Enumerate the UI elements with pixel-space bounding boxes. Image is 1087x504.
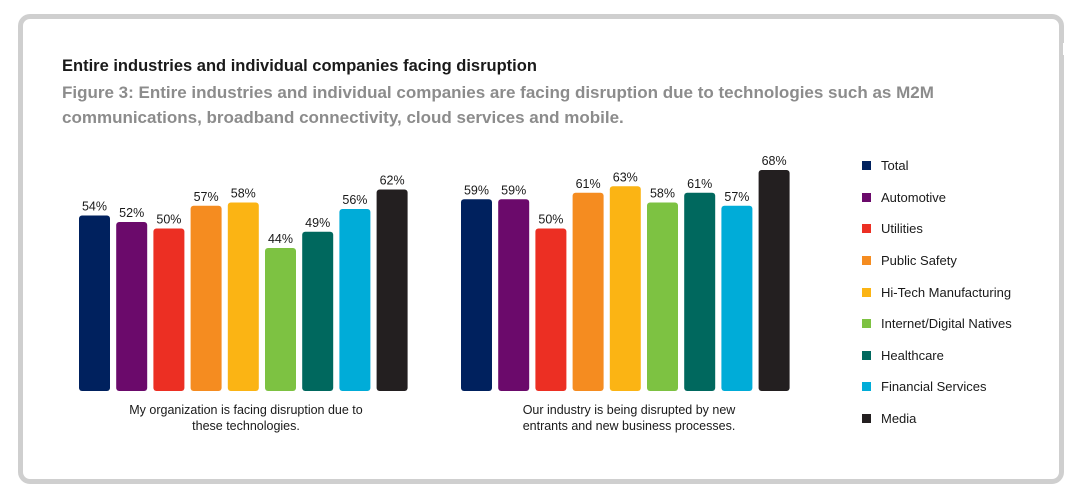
bar-2-9 [758,170,790,391]
legend-swatch [862,192,871,202]
legend-swatch [862,382,871,392]
chart-legend: Total Automotive Utilities Public Safety Hi-… [862,150,1012,434]
legend-swatch [862,224,871,234]
bar-1-6 [265,248,296,391]
data-label-2-9: 68% [762,154,787,168]
data-label-2-8: 57% [724,190,749,204]
group-label-2-line2: entrants and new business processes. [523,419,736,433]
legend-item: Internet/Digital Natives [862,308,1012,340]
bar-1-1 [79,215,110,391]
data-label-1-2: 52% [119,206,144,220]
legend-label: Total [881,158,909,174]
data-label-1-7: 49% [305,216,330,230]
frame-notch [1063,43,1071,55]
legend-label: Media [881,411,917,427]
chart-title: Entire industries and individual compani… [62,57,537,75]
data-label-1-8: 56% [342,193,367,207]
data-label-1-1: 54% [82,200,107,214]
data-label-2-7: 61% [687,177,712,191]
bar-1-5 [227,202,259,391]
legend-swatch [862,319,871,329]
data-label-2-5: 63% [613,170,638,184]
legend-label: Healthcare [881,347,944,363]
bar-2-5 [609,186,641,391]
group-label-1-line1: My organization is facing disruption due… [129,403,363,417]
legend-swatch [862,414,871,424]
legend-item: Public Safety [862,245,1012,277]
legend-label: Automotive [881,189,947,205]
bar-1-7 [302,231,334,391]
bar-1-8 [339,209,371,391]
bar-2-7 [684,192,716,391]
legend-swatch [862,350,871,360]
bar-1-9 [376,189,408,391]
data-label-1-4: 57% [194,190,219,204]
bar-1-3 [153,228,185,391]
legend-label: Hi-Tech Manufacturing [881,284,1012,300]
bar-2-4 [572,192,604,391]
bar-2-1 [461,199,492,391]
legend-label: Financial Services [881,379,987,395]
data-label-2-3: 50% [538,213,563,227]
data-label-1-6: 44% [268,232,293,246]
legend-label: Utilities [881,221,923,237]
legend-swatch [862,287,871,297]
legend-label: Internet/Digital Natives [881,316,1012,332]
data-label-2-2: 59% [501,183,526,197]
data-label-1-9: 62% [380,174,405,188]
legend-item: Total [862,150,1012,182]
bar-1-4 [190,205,222,391]
bar-2-8 [721,205,753,391]
legend-item: Financial Services [862,371,1012,403]
group-label-2-line1: Our industry is being disrupted by new [523,403,737,417]
legend-swatch [862,256,871,266]
chart-subtitle: Figure 3: Entire industries and individu… [62,83,934,127]
legend-item: Media [862,403,1012,435]
group-label-1-line2: these technologies. [192,419,300,433]
data-label-2-1: 59% [464,183,489,197]
bar-2-6 [647,202,678,391]
data-label-2-6: 58% [650,187,675,201]
legend-item: Healthcare [862,340,1012,372]
bar-1-2 [116,222,148,391]
legend-item: Hi-Tech Manufacturing [862,276,1012,308]
legend-swatch [862,161,871,171]
data-label-2-4: 61% [576,177,601,191]
legend-label: Public Safety [881,253,957,269]
legend-item: Automotive [862,182,1012,214]
data-label-1-5: 58% [231,187,256,201]
data-label-1-3: 50% [156,213,181,227]
bar-2-3 [535,228,567,391]
legend-item: Utilities [862,213,1012,245]
bar-2-2 [498,199,530,391]
